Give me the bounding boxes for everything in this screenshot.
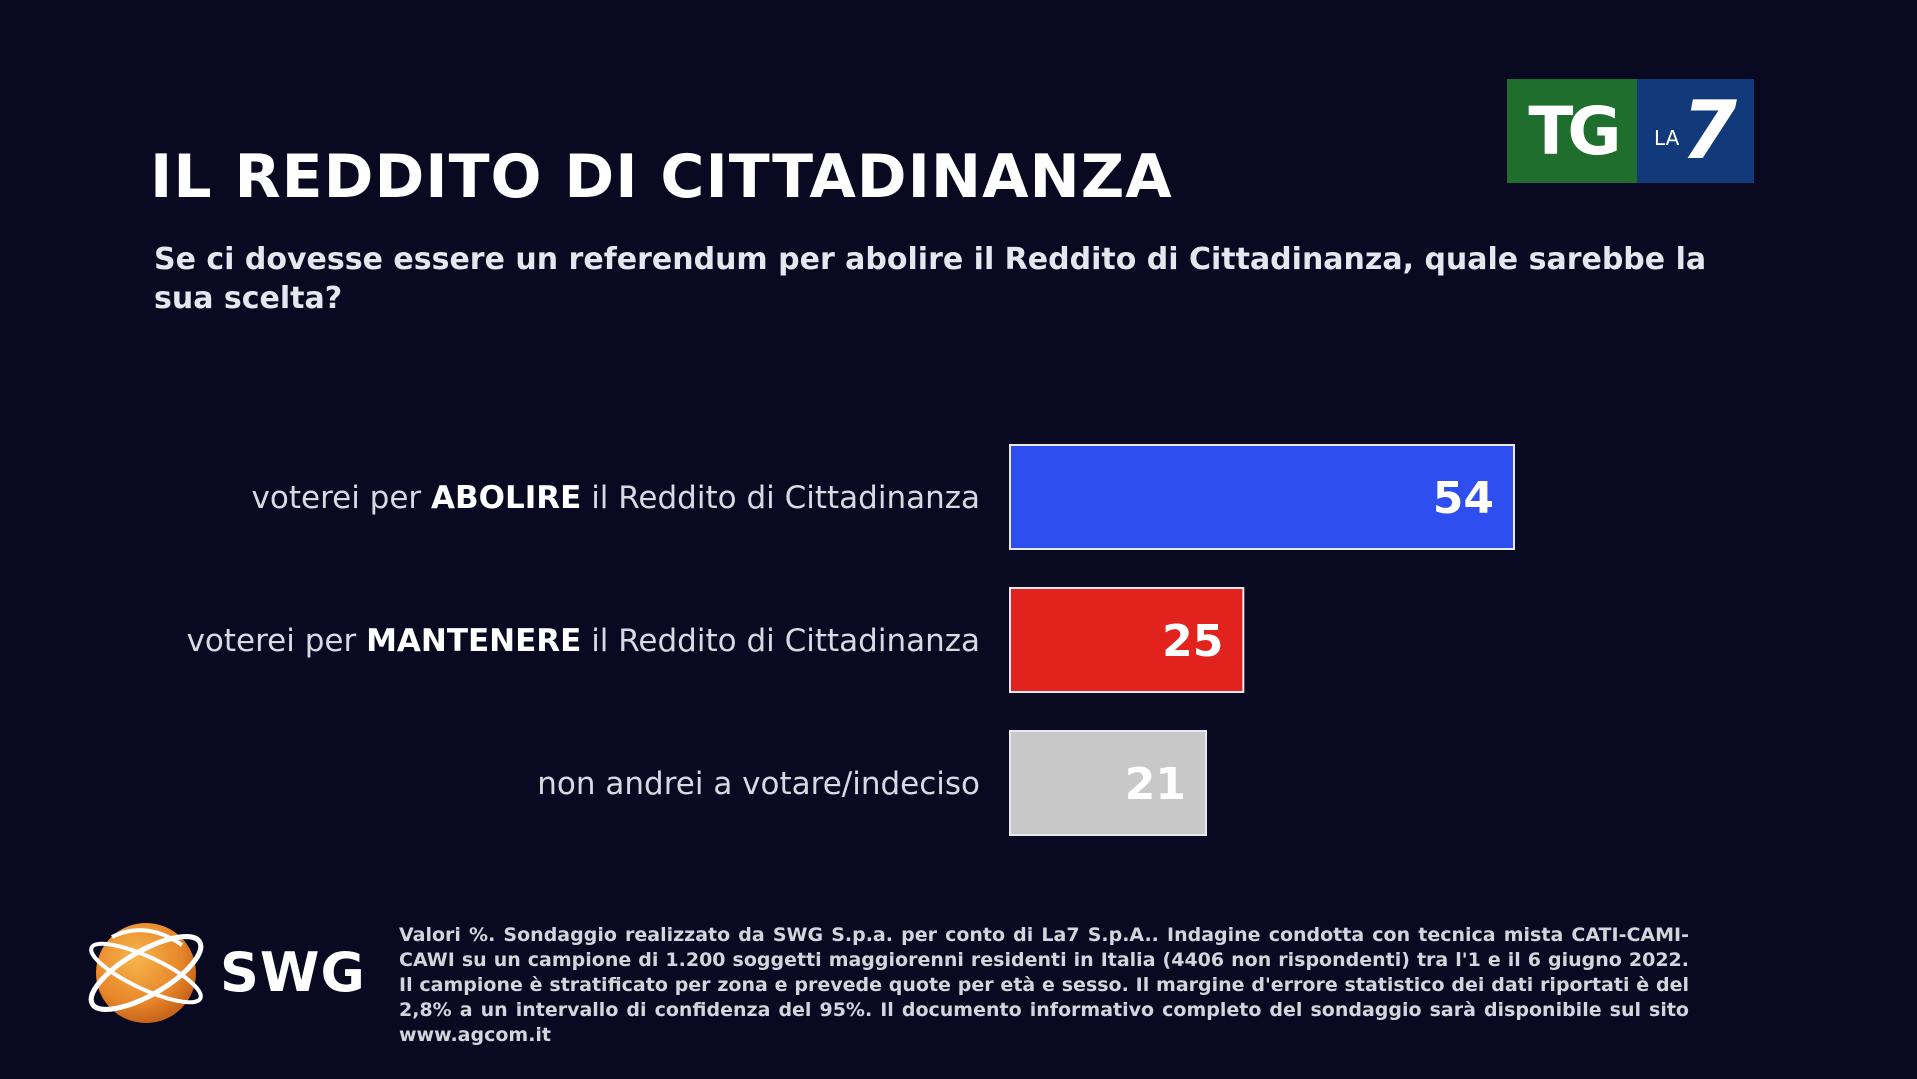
seven-text: 7 [1681,84,1737,177]
bar-value-label-1: 54 [1433,473,1494,524]
methodology-note: Valori %. Sondaggio realizzato da SWG S.… [399,924,1689,1046]
swg-logo: SWG [82,915,372,1030]
bar-1 [1009,444,1515,550]
swg-brand-text: SWG [220,941,366,1004]
bar-value-label-3: 21 [1125,759,1186,810]
bar-value-label-2: 25 [1162,616,1223,667]
bar-3 [1009,730,1207,836]
la-text: LA [1654,126,1680,150]
swg-globe-icon [88,923,204,1023]
bar-2 [1009,587,1245,693]
category-label-2: voterei per MANTENERE il Reddito di Citt… [187,623,980,659]
category-label-1: voterei per ABOLIRE il Reddito di Cittad… [252,480,980,516]
tg-logo-mark: TG [1507,79,1637,183]
survey-question: Se ci dovesse essere un referendum per a… [154,242,1707,316]
la7-logo-mark: LA 7 [1637,79,1754,183]
tg-la7-logo: TG LA 7 [1507,79,1754,183]
page-title: IL REDDITO DI CITTADINANZA [150,142,1173,212]
category-label-3: non andrei a votare/indeciso [537,766,980,802]
